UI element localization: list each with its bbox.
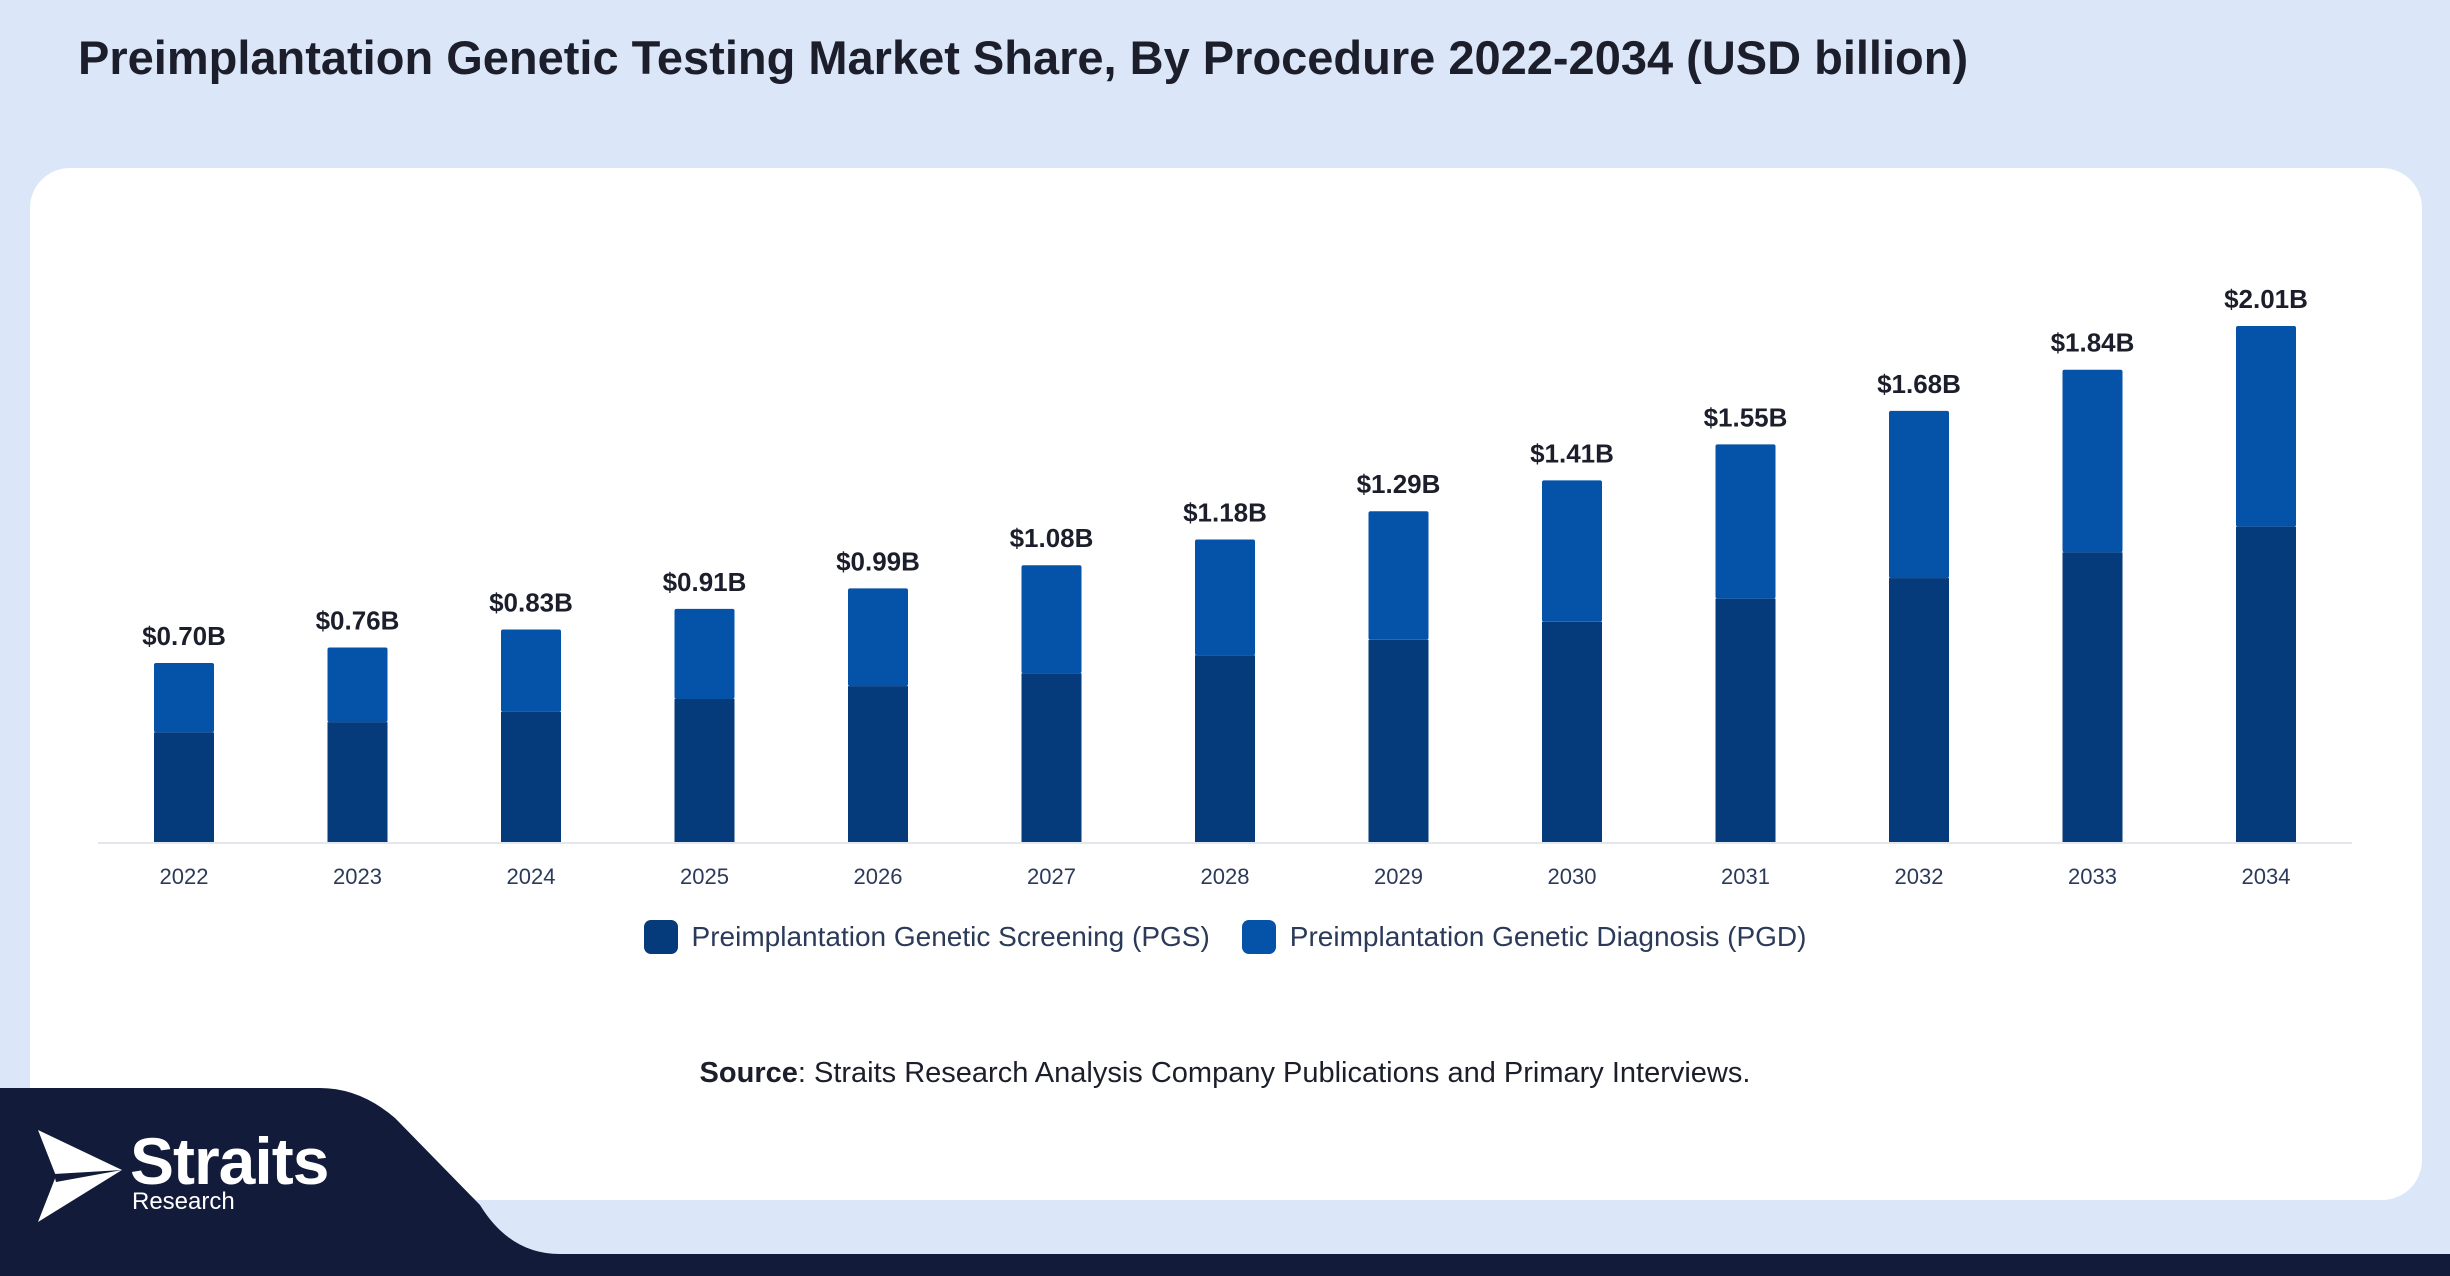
bar-pgs-2034: [2236, 526, 2296, 843]
bar-pgd-2033: [2062, 369, 2123, 553]
bar-pgs-2026: [848, 686, 908, 843]
bar-pgs-2022: [154, 732, 214, 843]
x-tick-2023: 2023: [333, 864, 382, 889]
bar-pgs-2027: [1021, 673, 1082, 843]
x-tick-2026: 2026: [854, 864, 903, 889]
x-tick-2032: 2032: [1895, 864, 1944, 889]
bar-pgd-2026: [848, 588, 908, 687]
total-label-2022: $0.70B: [142, 621, 226, 651]
x-tick-2034: 2034: [2242, 864, 2291, 889]
bar-pgd-2029: [1368, 511, 1429, 640]
chart-legend: Preimplantation Genetic Screening (PGS) …: [0, 920, 2450, 954]
bar-pgs-2031: [1715, 598, 1776, 843]
bar-pgd-2032: [1889, 410, 1949, 579]
x-tick-2025: 2025: [680, 864, 729, 889]
total-label-2030: $1.41B: [1530, 438, 1614, 468]
bar-pgd-2027: [1021, 565, 1082, 674]
legend-label-pgs: Preimplantation Genetic Screening (PGS): [691, 921, 1210, 952]
legend-label-pgd: Preimplantation Genetic Diagnosis (PGD): [1289, 921, 1807, 952]
bar-pgs-2023: [327, 722, 388, 843]
x-tick-2028: 2028: [1201, 864, 1250, 889]
page-title: Preimplantation Genetic Testing Market S…: [78, 31, 1969, 84]
x-tick-2031: 2031: [1721, 864, 1770, 889]
bar-pgs-2030: [1542, 621, 1602, 843]
total-label-2027: $1.08B: [1010, 523, 1094, 553]
source-note: Source: Straits Research Analysis Compan…: [0, 1057, 2450, 1090]
x-tick-2033: 2033: [2068, 864, 2117, 889]
footer-band: [0, 1088, 2450, 1276]
legend-swatch-pgd: [1241, 920, 1276, 954]
straits-arrow-logo-icon: [38, 1130, 122, 1222]
total-label-2033: $1.84B: [2051, 328, 2135, 358]
bar-pgs-2024: [501, 711, 561, 843]
bar-pgd-2031: [1715, 444, 1776, 599]
legend-item-pgd: Preimplantation Genetic Diagnosis (PGD): [1241, 920, 1807, 954]
bar-pgd-2030: [1542, 480, 1602, 622]
logo-subtitle: Research: [132, 1188, 235, 1215]
source-label: Source: [699, 1057, 798, 1089]
total-label-2025: $0.91B: [663, 567, 747, 597]
x-tick-2027: 2027: [1027, 864, 1076, 889]
bar-pgd-2023: [327, 647, 388, 723]
x-tick-2024: 2024: [507, 864, 556, 889]
x-tick-2022: 2022: [160, 864, 209, 889]
total-label-2028: $1.18B: [1183, 497, 1267, 527]
source-text: : Straits Research Analysis Company Publ…: [797, 1057, 1751, 1089]
bar-pgs-2032: [1889, 578, 1949, 843]
legend-swatch-pgs: [643, 920, 678, 954]
bar-pgs-2029: [1368, 639, 1429, 843]
footer-dark: [0, 1088, 2450, 1276]
bar-pgd-2025: [674, 608, 735, 699]
bar-pgs-2025: [674, 698, 735, 843]
total-label-2024: $0.83B: [489, 588, 573, 618]
bar-pgd-2034: [2236, 326, 2296, 527]
total-label-2026: $0.99B: [836, 546, 920, 576]
x-tick-2030: 2030: [1548, 864, 1597, 889]
logo-name: Straits: [130, 1124, 329, 1198]
bar-pgd-2028: [1195, 539, 1255, 656]
total-label-2031: $1.55B: [1704, 402, 1788, 432]
bar-pgs-2028: [1195, 655, 1255, 843]
bar-pgs-2033: [2062, 552, 2123, 843]
total-label-2029: $1.29B: [1357, 469, 1441, 499]
total-label-2032: $1.68B: [1877, 369, 1961, 399]
legend-item-pgs: Preimplantation Genetic Screening (PGS): [643, 920, 1210, 954]
bar-pgd-2024: [501, 629, 561, 712]
bar-pgd-2022: [154, 662, 214, 733]
total-label-2034: $2.01B: [2224, 284, 2308, 314]
total-label-2023: $0.76B: [316, 606, 400, 636]
x-tick-2029: 2029: [1374, 864, 1423, 889]
